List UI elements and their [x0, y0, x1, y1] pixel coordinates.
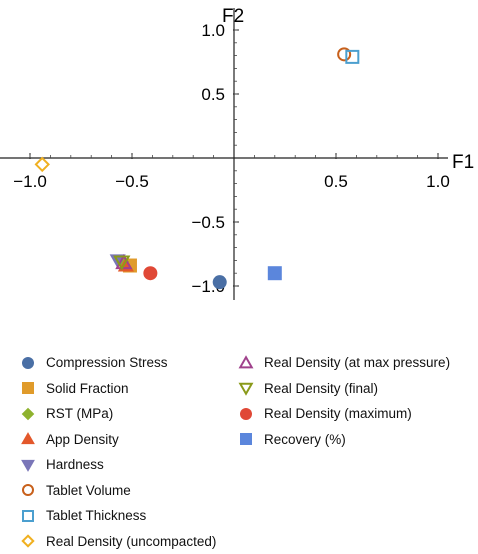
legend-swatch: [240, 433, 252, 445]
point-compression-stress: [213, 275, 227, 289]
legend-item-real-density-at-max-pressure: Real Density (at max pressure): [238, 350, 450, 376]
legend-swatch: [21, 432, 35, 444]
legend-marker-solid-fraction: [20, 380, 36, 396]
legend-swatch: [21, 460, 35, 472]
point-real-density-maximum: [143, 266, 157, 280]
legend-label: Real Density (maximum): [264, 406, 412, 421]
point-real-density-uncompacted: [36, 158, 49, 171]
y-tick-label: 0.5: [201, 85, 225, 104]
legend-marker-real-density-at-max-pressure: [238, 355, 254, 371]
legend-item-solid-fraction: Solid Fraction: [20, 376, 216, 402]
legend-label: Real Density (uncompacted): [46, 534, 216, 549]
legend-label: Real Density (final): [264, 381, 378, 396]
legend-column-right: Real Density (at max pressure) Real Densi…: [238, 350, 450, 452]
legend-item-rst-mpa: RST (MPa): [20, 401, 216, 427]
legend-label: Compression Stress: [46, 355, 168, 370]
point-tablet-thickness: [346, 51, 358, 63]
legend-swatch: [22, 382, 34, 394]
legend: Compression Stress Solid Fraction RST (MPa…: [20, 350, 478, 550]
legend-swatch: [240, 357, 252, 367]
legend-swatch: [240, 384, 252, 394]
legend-label: Tablet Thickness: [46, 508, 146, 523]
legend-swatch: [22, 407, 35, 420]
x-axis-label: F1: [452, 152, 474, 173]
legend-swatch: [23, 536, 34, 547]
legend-item-tablet-volume: Tablet Volume: [20, 478, 216, 504]
legend-label: Hardness: [46, 457, 104, 472]
legend-marker-rst-mpa: [20, 406, 36, 422]
legend-marker-hardness: [20, 457, 36, 473]
legend-item-tablet-thickness: Tablet Thickness: [20, 503, 216, 529]
legend-label: Solid Fraction: [46, 381, 129, 396]
x-tick-label: −0.5: [115, 172, 149, 191]
legend-item-real-density-maximum: Real Density (maximum): [238, 401, 450, 427]
legend-swatch: [23, 511, 33, 521]
legend-marker-app-density: [20, 431, 36, 447]
legend-label: RST (MPa): [46, 406, 113, 421]
legend-marker-recovery: [238, 431, 254, 447]
legend-label: Real Density (at max pressure): [264, 355, 450, 370]
legend-marker-real-density-maximum: [238, 406, 254, 422]
legend-item-hardness: Hardness: [20, 452, 216, 478]
x-tick-label: 1.0: [426, 172, 450, 191]
legend-marker-real-density-final: [238, 380, 254, 396]
data-points: [36, 48, 358, 289]
legend-marker-tablet-volume: [20, 482, 36, 498]
x-tick-label: −1.0: [13, 172, 47, 191]
legend-item-compression-stress: Compression Stress: [20, 350, 216, 376]
legend-label: App Density: [46, 432, 119, 447]
legend-column-left: Compression Stress Solid Fraction RST (MPa…: [20, 350, 216, 554]
y-axis-label: F2: [222, 6, 244, 27]
legend-marker-tablet-thickness: [20, 508, 36, 524]
legend-item-real-density-final: Real Density (final): [238, 376, 450, 402]
point-recovery: [268, 266, 282, 280]
legend-swatch: [240, 408, 252, 420]
legend-item-recovery: Recovery (%): [238, 427, 450, 453]
legend-swatch: [22, 357, 34, 369]
legend-label: Tablet Volume: [46, 483, 131, 498]
axes: [0, 8, 448, 300]
legend-item-app-density: App Density: [20, 427, 216, 453]
x-tick-label: 0.5: [324, 172, 348, 191]
y-tick-label: −0.5: [191, 213, 225, 232]
legend-label: Recovery (%): [264, 432, 346, 447]
legend-swatch: [23, 485, 33, 495]
legend-marker-real-density-uncompacted: [20, 533, 36, 549]
legend-marker-compression-stress: [20, 355, 36, 371]
legend-item-real-density-uncompacted: Real Density (uncompacted): [20, 529, 216, 554]
